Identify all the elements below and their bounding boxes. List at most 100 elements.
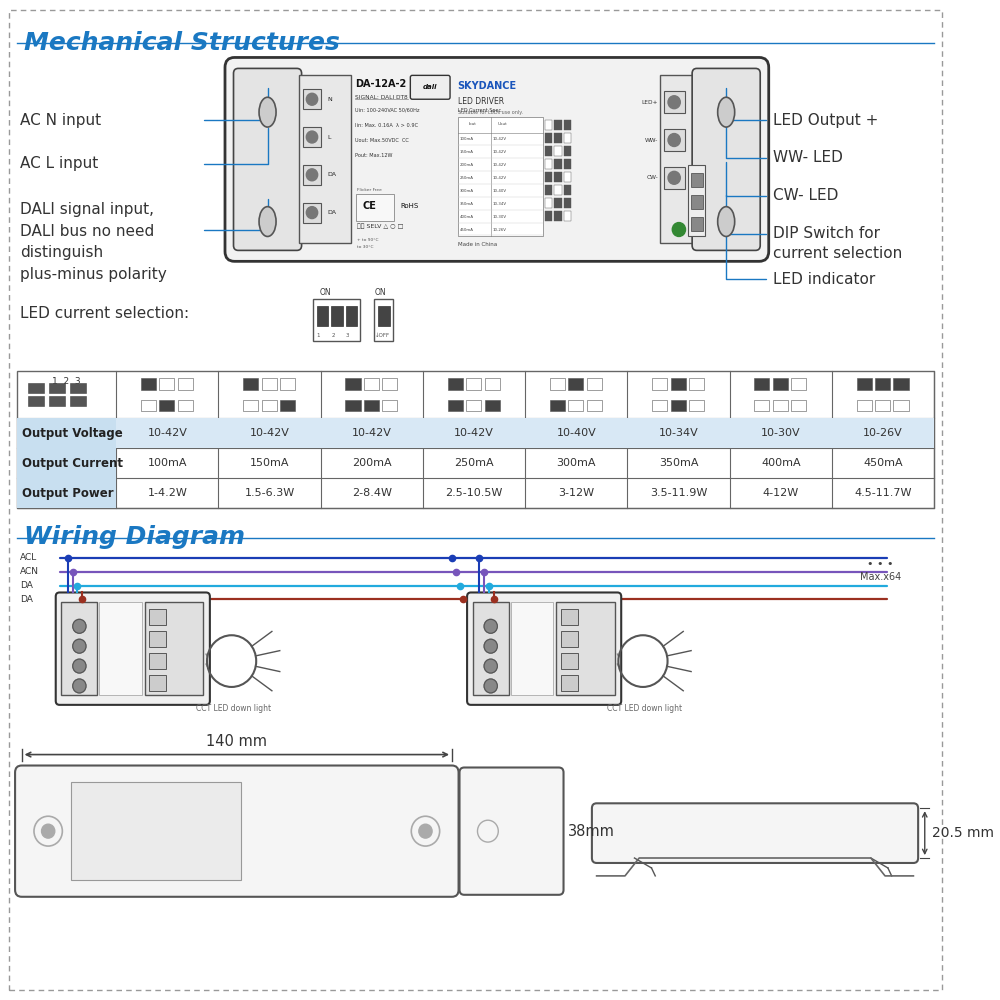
Bar: [545, 172, 552, 182]
Bar: [303, 127, 321, 147]
Bar: [660, 75, 717, 243]
Bar: [382, 378, 397, 390]
Text: DA: DA: [327, 210, 336, 215]
Bar: [554, 198, 562, 208]
Ellipse shape: [718, 207, 735, 236]
Bar: [511, 602, 553, 695]
Bar: [568, 400, 583, 411]
Text: plus-minus polarity: plus-minus polarity: [20, 267, 167, 282]
Bar: [754, 400, 769, 411]
Bar: [70, 383, 86, 393]
Bar: [178, 400, 193, 411]
Circle shape: [668, 96, 680, 109]
Bar: [382, 400, 397, 411]
Circle shape: [73, 679, 86, 693]
Text: DIP Switch for: DIP Switch for: [773, 226, 880, 241]
Ellipse shape: [718, 97, 735, 127]
Text: Flicker Free: Flicker Free: [357, 188, 382, 192]
Bar: [17, 418, 116, 448]
Text: 200mA: 200mA: [352, 458, 392, 468]
Text: ON: ON: [320, 288, 331, 297]
Text: DA-12A-2: DA-12A-2: [355, 79, 407, 89]
Circle shape: [73, 639, 86, 653]
Bar: [364, 378, 379, 390]
Text: RoHS: RoHS: [400, 203, 418, 209]
Bar: [664, 91, 685, 113]
FancyBboxPatch shape: [467, 592, 621, 705]
Circle shape: [306, 169, 318, 181]
Text: Max.x64: Max.x64: [860, 572, 901, 582]
Bar: [550, 378, 565, 390]
Bar: [545, 198, 552, 208]
Bar: [568, 378, 583, 390]
Text: 10-26V: 10-26V: [493, 228, 506, 232]
Bar: [466, 378, 481, 390]
Text: 10-30V: 10-30V: [761, 428, 801, 438]
Bar: [564, 159, 571, 169]
Circle shape: [484, 639, 497, 653]
Bar: [561, 653, 578, 669]
Text: Ⓢ⓪ SELV △ ○ □: Ⓢ⓪ SELV △ ○ □: [357, 223, 404, 229]
Bar: [485, 378, 500, 390]
Bar: [466, 400, 481, 411]
Text: 400mA: 400mA: [761, 458, 801, 468]
FancyBboxPatch shape: [410, 75, 450, 99]
Circle shape: [484, 619, 497, 633]
Circle shape: [419, 824, 432, 838]
Bar: [545, 146, 552, 156]
Text: 2: 2: [331, 333, 335, 338]
Circle shape: [73, 619, 86, 633]
Text: 10-26V: 10-26V: [863, 428, 903, 438]
Circle shape: [306, 131, 318, 143]
Text: 450mA: 450mA: [863, 458, 903, 468]
Bar: [791, 400, 806, 411]
Bar: [554, 185, 562, 195]
Text: CCT LED down light: CCT LED down light: [196, 704, 271, 713]
Bar: [564, 185, 571, 195]
Bar: [485, 400, 500, 411]
Text: AC L input: AC L input: [20, 156, 98, 171]
Bar: [564, 133, 571, 143]
Bar: [564, 120, 571, 130]
Text: 250mA: 250mA: [454, 458, 494, 468]
Bar: [262, 378, 277, 390]
Bar: [299, 75, 351, 243]
Text: Mechanical Structures: Mechanical Structures: [24, 31, 339, 55]
Text: LED indicator: LED indicator: [773, 272, 876, 287]
Bar: [458, 117, 543, 236]
Bar: [70, 396, 86, 406]
Text: 1: 1: [317, 333, 320, 338]
Bar: [587, 400, 602, 411]
Bar: [364, 400, 379, 411]
Text: SIGNAL: DALI DT8: SIGNAL: DALI DT8: [355, 95, 408, 100]
Text: 38mm: 38mm: [568, 824, 615, 839]
Bar: [303, 165, 321, 185]
Text: Uout: Uout: [497, 122, 507, 126]
Text: DA: DA: [20, 595, 33, 604]
Text: 10-40V: 10-40V: [493, 189, 507, 193]
Bar: [554, 159, 562, 169]
Text: ON: ON: [374, 288, 386, 297]
Bar: [564, 198, 571, 208]
Bar: [561, 675, 578, 691]
Text: 10-42V: 10-42V: [493, 176, 507, 180]
Bar: [561, 631, 578, 647]
Text: + to 90°C: + to 90°C: [357, 238, 379, 242]
Bar: [303, 89, 321, 109]
Bar: [545, 133, 552, 143]
Text: Output Current: Output Current: [22, 457, 123, 470]
Bar: [149, 631, 166, 647]
Text: L: L: [327, 135, 331, 140]
Bar: [303, 203, 321, 223]
Text: 10-42V: 10-42V: [493, 137, 507, 141]
FancyBboxPatch shape: [9, 10, 942, 990]
Bar: [346, 306, 357, 326]
Circle shape: [668, 171, 680, 184]
Bar: [652, 400, 667, 411]
Bar: [671, 378, 686, 390]
Text: distinguish: distinguish: [20, 245, 103, 260]
Text: 10-42V: 10-42V: [493, 163, 507, 167]
Text: CW-: CW-: [646, 175, 658, 180]
Circle shape: [484, 679, 497, 693]
Text: LED DRIVER: LED DRIVER: [458, 97, 504, 106]
